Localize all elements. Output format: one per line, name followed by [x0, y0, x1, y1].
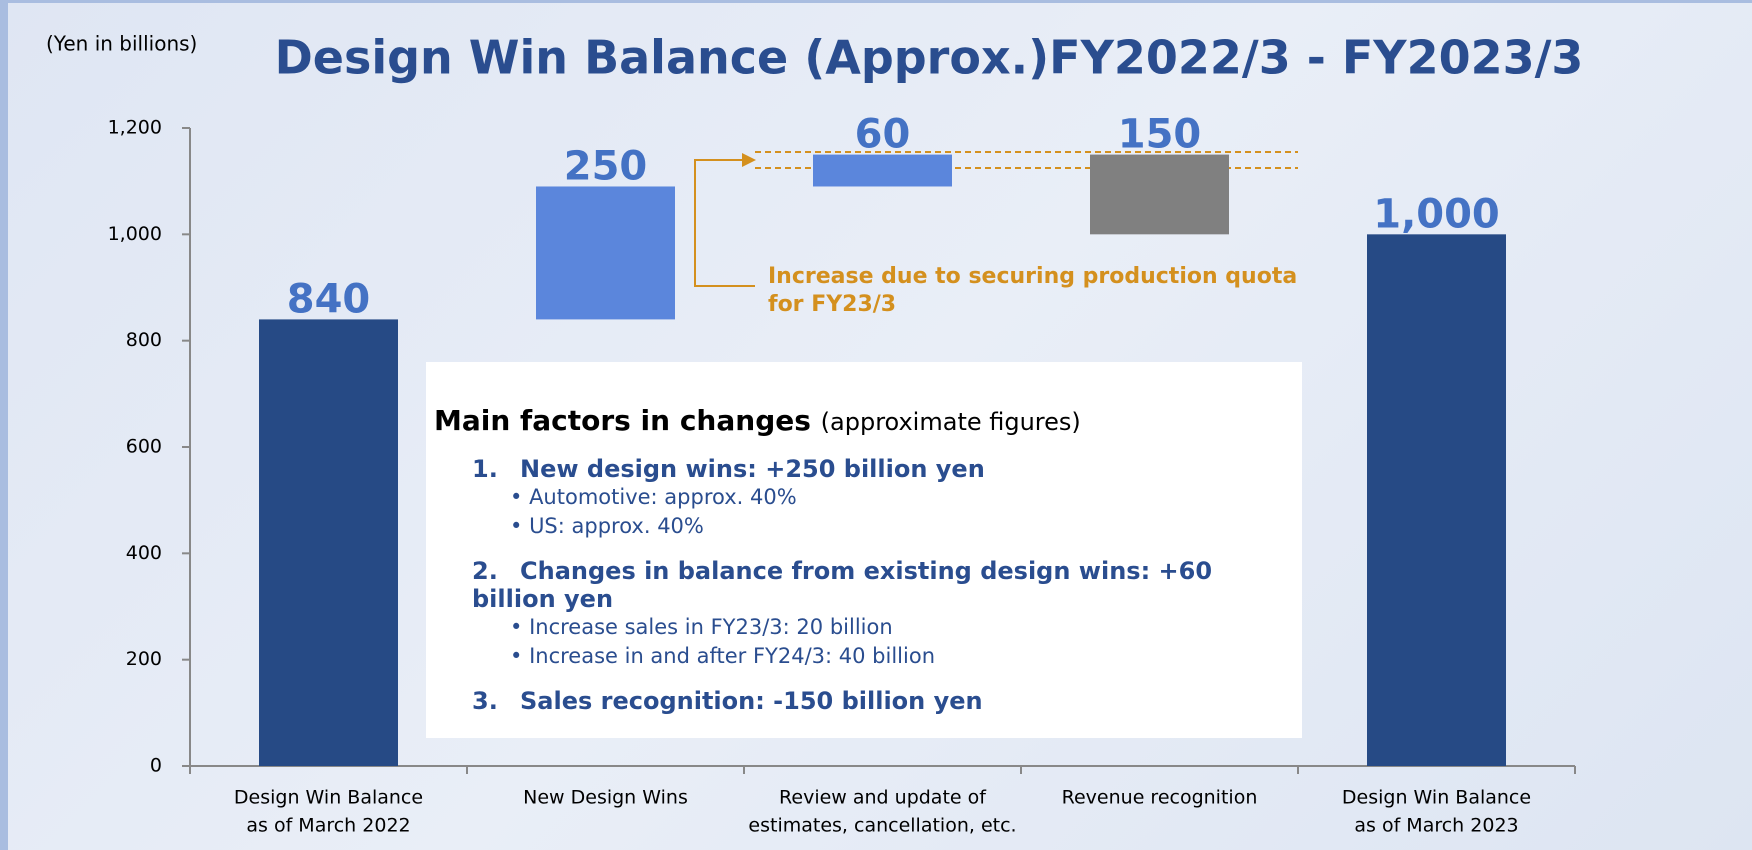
- x-tick-label: Design Win Balance: [234, 787, 423, 809]
- x-tick-label: Review and update of: [779, 787, 987, 809]
- it: 3. Sales recognition: -150 billion yen: [472, 687, 1302, 715]
- y-tick-label: 200: [126, 648, 162, 670]
- annotation: Increase due to securing production quot…: [768, 264, 1297, 289]
- x-tick-label: Design Win Balance: [1342, 787, 1531, 809]
- x-tick-label: as of March 2023: [1354, 815, 1518, 837]
- y-tick-label: 1,000: [108, 223, 162, 245]
- y-tick-label: 600: [126, 436, 162, 458]
- y-tick-label: 1,200: [108, 117, 162, 139]
- bullet: Increase sales in FY23/3: 20 billion: [529, 615, 893, 639]
- x-tick-label: as of March 2022: [246, 815, 410, 837]
- x-tick-label: Revenue recognition: [1062, 787, 1258, 809]
- value-label: 840: [287, 276, 371, 322]
- tt: 2. Changes in balance from existing desig…: [472, 557, 1302, 613]
- value-label: 250: [564, 143, 648, 189]
- bar: [1367, 234, 1506, 767]
- bar: [813, 154, 952, 187]
- y-tick-label: 400: [126, 542, 162, 564]
- bl: • US: approx. 40%: [510, 514, 704, 538]
- arrow-line: [694, 159, 755, 287]
- tt: 1. New design wins: +250 billion yen: [472, 455, 1302, 483]
- value-label: 1,000: [1373, 191, 1500, 237]
- value-label: 60: [855, 112, 911, 158]
- bullet: Automotive: approx. 40%: [529, 485, 797, 509]
- heading-note: (approximate figures): [820, 408, 1081, 436]
- bar: [259, 319, 398, 766]
- y-tick-label: 0: [150, 755, 162, 777]
- n: 2.: [472, 557, 498, 585]
- bar: [536, 186, 675, 320]
- bullet: US: approx. 40%: [529, 514, 704, 538]
- hd: Main factors in changes (approximate fig…: [434, 404, 1302, 437]
- heading: Main factors in changes: [434, 404, 811, 437]
- value-label: 150: [1118, 112, 1202, 158]
- bl: • Increase in and after FY24/3: 40 billi…: [510, 644, 936, 668]
- y-axis-label: (Yen in billions): [46, 32, 197, 56]
- it: 2. Changes in balance from existing desig…: [472, 557, 1302, 671]
- annotation: for FY23/3: [768, 292, 896, 317]
- n: 3.: [472, 687, 498, 715]
- item-title: Sales recognition: -150 billion yen: [520, 687, 983, 715]
- bl: • Increase sales in FY23/3: 20 billion: [510, 615, 893, 639]
- bullet: Increase in and after FY24/3: 40 billion: [529, 644, 936, 668]
- bar: [1090, 154, 1229, 235]
- item-title: Changes in balance from existing design …: [472, 557, 1213, 613]
- tt: 3. Sales recognition: -150 billion yen: [472, 687, 1302, 715]
- chart-title: Design Win Balance (Approx.)FY2022/3 - F…: [275, 31, 1584, 85]
- item-title: New design wins: +250 billion yen: [520, 455, 985, 483]
- arrow-head: [742, 153, 756, 167]
- notes-box: Main factors in changes (approximate fig…: [426, 362, 1302, 738]
- x-tick-label: New Design Wins: [523, 787, 688, 809]
- x-tick-label: estimates, cancellation, etc.: [748, 815, 1016, 837]
- bl: • Automotive: approx. 40%: [510, 485, 797, 509]
- n: 1.: [472, 455, 498, 483]
- it: 1. New design wins: +250 billion yen • Aut…: [472, 455, 1302, 541]
- y-tick-label: 800: [126, 329, 162, 351]
